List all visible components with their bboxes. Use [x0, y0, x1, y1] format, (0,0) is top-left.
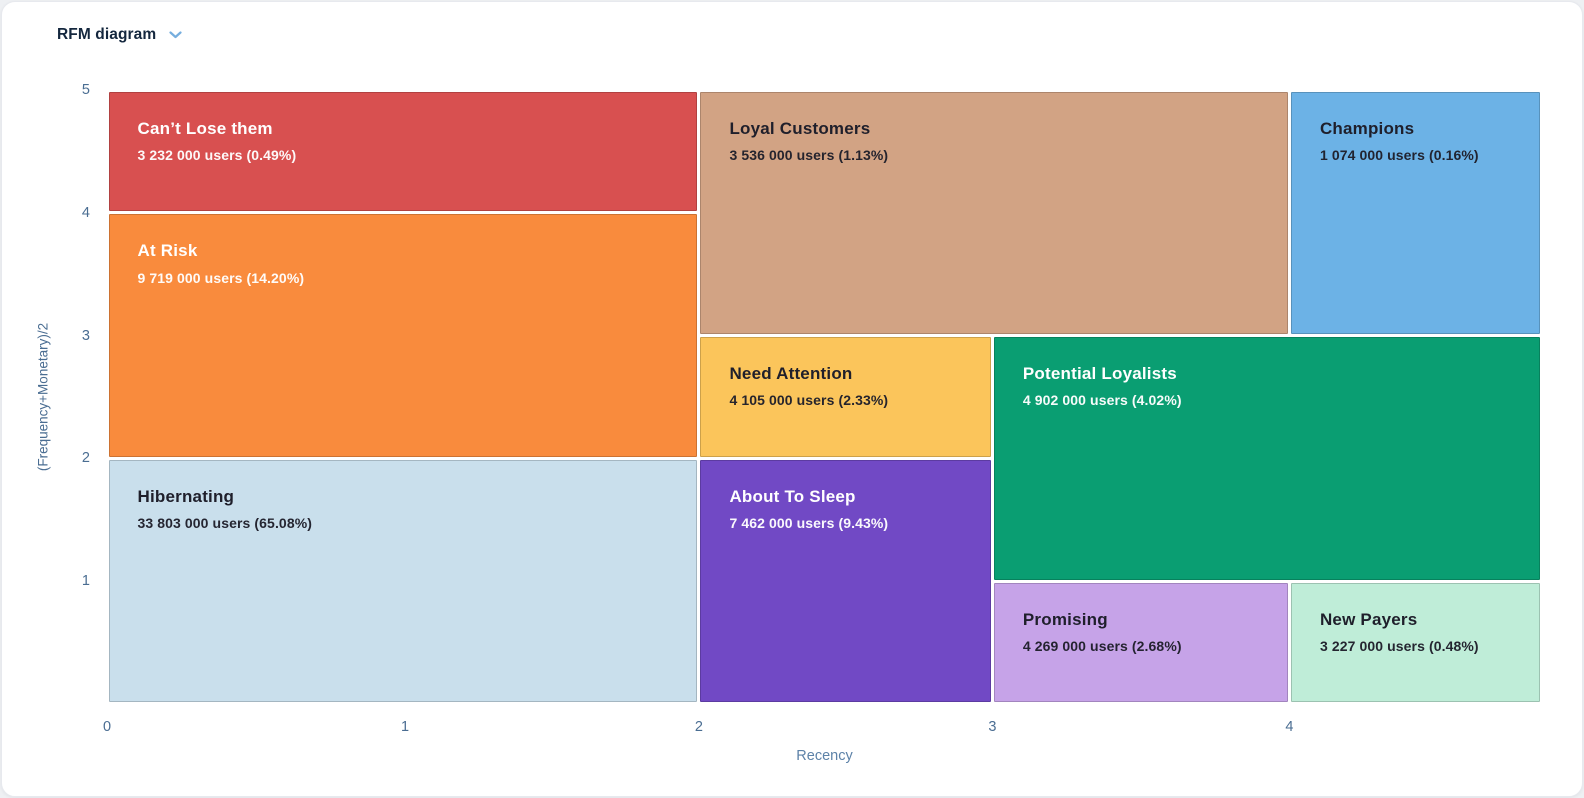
segment-champions[interactable]: Champions 1 074 000 users (0.16%): [1290, 91, 1541, 335]
x-tick-4: 4: [1285, 719, 1294, 735]
segment-users-label: 3 536 000 users (1.13%): [729, 146, 889, 163]
segment-title: At Risk: [137, 241, 198, 261]
y-tick-2: 2: [81, 450, 90, 467]
segment-can-t-lose-them[interactable]: Can’t Lose them 3 232 000 users (0.49%): [108, 91, 698, 212]
x-tick-1: 1: [401, 719, 410, 735]
segment-title: Loyal Customers: [729, 118, 871, 138]
chevron-down-icon: [169, 31, 182, 39]
segment-hibernating[interactable]: Hibernating 33 803 000 users (65.08%): [108, 459, 698, 703]
segment-users-label: 7 462 000 users (9.43%): [729, 515, 889, 532]
segment-about-to-sleep[interactable]: About To Sleep 7 462 000 users (9.43%): [700, 459, 991, 703]
segment-users-label: 3 227 000 users (0.48%): [1319, 637, 1479, 654]
segment-title: Champions: [1319, 118, 1415, 138]
segment-at-risk[interactable]: At Risk 9 719 000 users (14.20%): [108, 214, 698, 457]
segment-potential-loyalists[interactable]: Potential Loyalists 4 902 000 users (4.02…: [993, 337, 1541, 580]
segment-users-label: 4 902 000 users (4.02%): [1022, 392, 1182, 409]
x-axis-label: Recency: [796, 748, 853, 764]
segment-title: Need Attention: [729, 364, 853, 384]
y-tick-4: 4: [81, 204, 90, 221]
segment-title: About To Sleep: [729, 486, 856, 506]
page-title: RFM diagram: [57, 26, 157, 43]
plot-area: (Frequency+Monetary)/2 Recency Can’t Los…: [36, 82, 1542, 764]
x-tick-3: 3: [988, 719, 997, 735]
segment-users-label: 1 074 000 users (0.16%): [1319, 146, 1479, 163]
segment-title: Promising: [1022, 609, 1108, 629]
segment-users-label: 3 232 000 users (0.49%): [137, 146, 297, 163]
chart-type-dropdown[interactable]: RFM diagram: [57, 26, 182, 44]
segment-users-label: 9 719 000 users (14.20%): [137, 269, 305, 286]
segment-promising[interactable]: Promising 4 269 000 users (2.68%): [993, 582, 1288, 703]
segment-users-label: 33 803 000 users (65.08%): [137, 515, 313, 532]
y-tick-1: 1: [81, 573, 90, 590]
segment-title: Hibernating: [137, 486, 235, 506]
segment-title: New Payers: [1319, 609, 1418, 629]
segment-users-label: 4 269 000 users (2.68%): [1022, 637, 1182, 654]
x-tick-2: 2: [694, 719, 703, 735]
segment-loyal-customers[interactable]: Loyal Customers 3 536 000 users (1.13%): [700, 91, 1288, 335]
y-axis-label: (Frequency+Monetary)/2: [35, 322, 51, 472]
y-tick-3: 3: [81, 327, 90, 344]
y-tick-5: 5: [81, 82, 90, 98]
x-tick-0: 0: [102, 719, 112, 735]
segment-users-label: 4 105 000 users (2.33%): [729, 392, 889, 409]
segment-need-attention[interactable]: Need Attention 4 105 000 users (2.33%): [700, 337, 991, 457]
segment-title: Can’t Lose them: [137, 118, 273, 138]
segment-title: Potential Loyalists: [1022, 364, 1177, 384]
segment-new-payers[interactable]: New Payers 3 227 000 users (0.48%): [1290, 582, 1541, 703]
